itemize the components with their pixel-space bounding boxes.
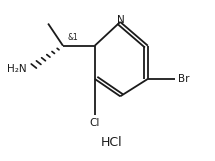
Text: H₂N: H₂N [7,64,27,74]
Text: Cl: Cl [90,118,100,128]
Text: Br: Br [178,74,189,84]
Text: HCl: HCl [101,136,123,149]
Text: &1: &1 [67,33,78,42]
Text: N: N [117,15,125,25]
